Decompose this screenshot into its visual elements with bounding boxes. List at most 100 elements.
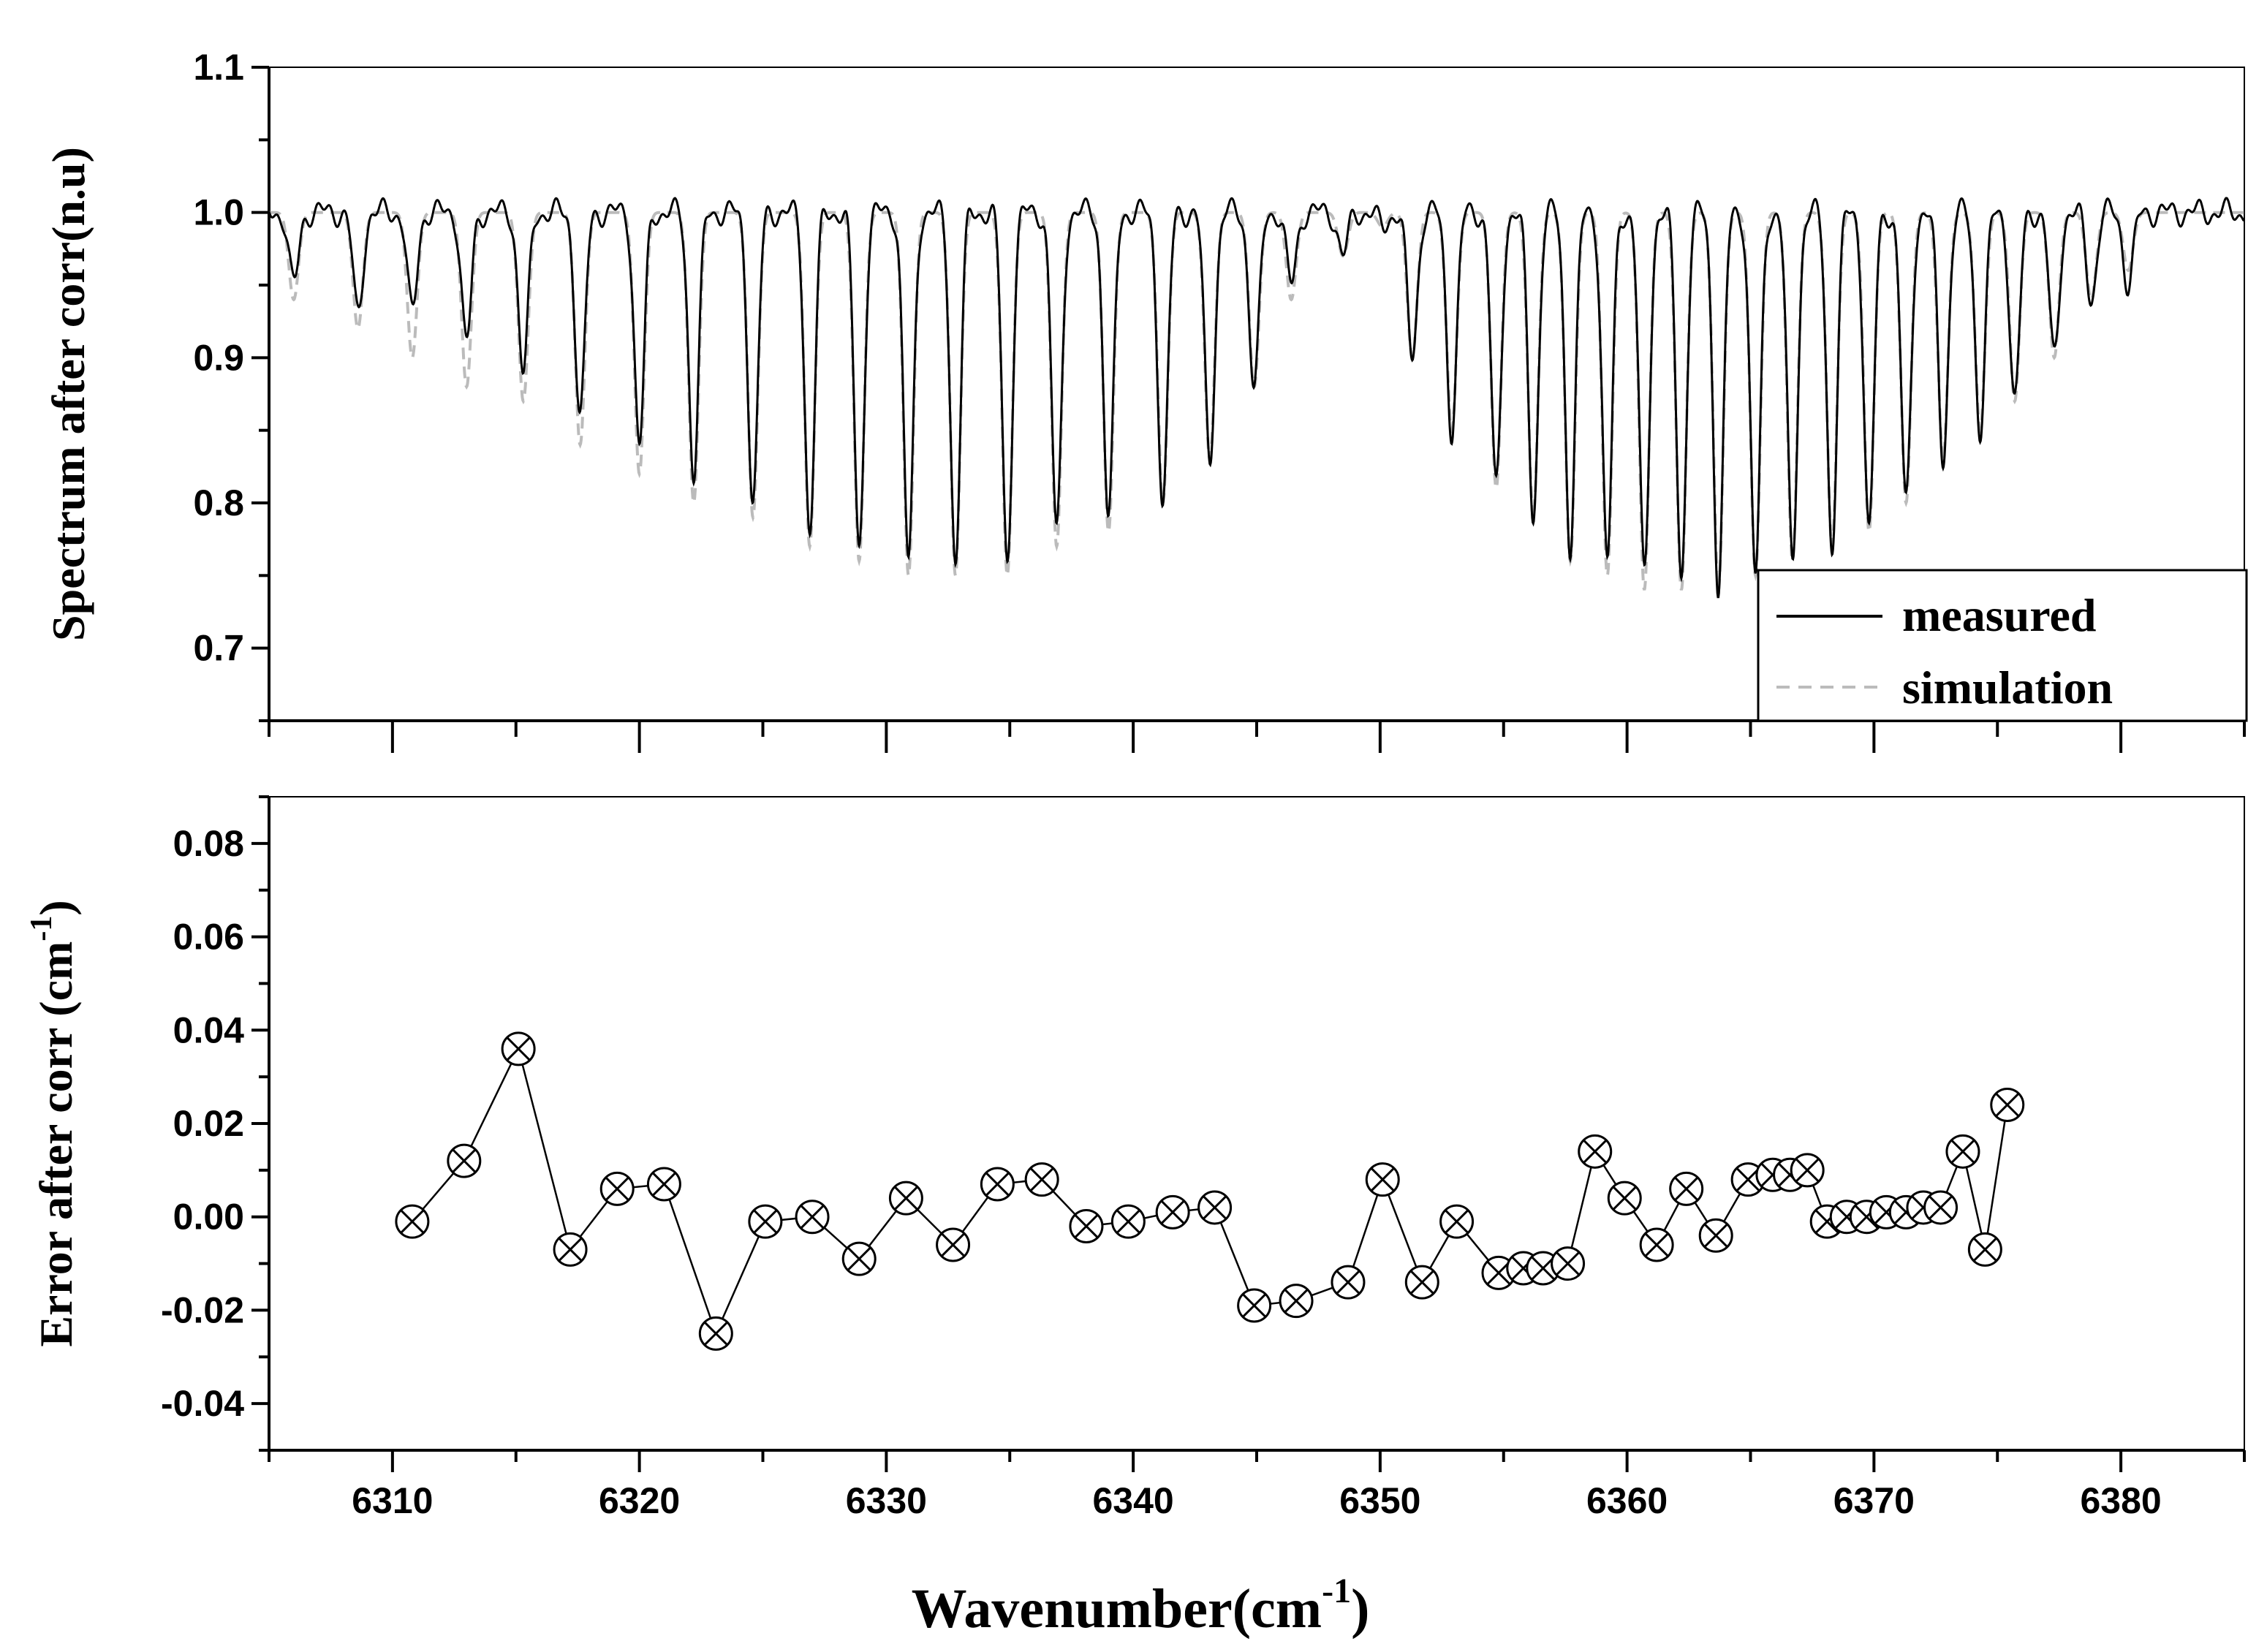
error-point-cross <box>1370 1167 1395 1192</box>
error-point-cross <box>893 1186 919 1210</box>
bottom-y-tick-label: 0.06 <box>173 917 244 958</box>
error-point <box>1197 1190 1233 1225</box>
error-point-cross <box>1703 1223 1728 1248</box>
error-point-cross <box>1444 1209 1469 1234</box>
error-point <box>1607 1181 1642 1216</box>
error-point <box>1669 1171 1704 1206</box>
error-point-cross <box>1074 1213 1099 1239</box>
bottom-x-tick-label: 6340 <box>1093 1480 1174 1521</box>
top-y-tick-label: 1.1 <box>193 47 244 88</box>
top-y-tick-label: 0.7 <box>193 628 244 669</box>
bottom-x-axis-title: Wavenumber(cm-1) <box>912 1572 1370 1640</box>
error-point-cross <box>1486 1260 1511 1285</box>
error-point <box>1404 1265 1439 1300</box>
error-point-cross <box>400 1209 425 1234</box>
error-point <box>395 1204 430 1239</box>
error-point-cross <box>1160 1200 1185 1224</box>
error-point <box>1110 1204 1146 1239</box>
error-point-cross <box>558 1237 583 1262</box>
error-point <box>1237 1288 1272 1323</box>
error-point-cross <box>800 1205 825 1229</box>
error-point-cross <box>1950 1139 1975 1164</box>
error-point-cross <box>1674 1176 1699 1202</box>
bottom-y-axis-title: Error after corr (cm-1) <box>25 900 82 1346</box>
error-point-cross <box>1555 1251 1581 1276</box>
error-point-cross <box>1202 1195 1227 1220</box>
error-series <box>395 1031 2025 1351</box>
top-y-tick-label: 0.9 <box>193 337 244 378</box>
error-point <box>1155 1194 1190 1229</box>
bottom-y-tick-label: -0.04 <box>161 1383 244 1424</box>
error-point <box>1639 1227 1674 1262</box>
error-point-cross <box>1409 1270 1434 1295</box>
bottom-y-axis-title-close: ) <box>30 900 82 915</box>
bottom-y-axis-title-main: Error after corr (cm <box>30 941 82 1347</box>
bottom-x-tick-label: 6350 <box>1339 1480 1420 1521</box>
error-point-cross <box>1795 1158 1820 1183</box>
error-point <box>553 1232 588 1267</box>
error-point-cross <box>1644 1232 1669 1257</box>
error-point-cross <box>452 1148 477 1173</box>
error-point <box>1578 1134 1613 1169</box>
error-point <box>1365 1162 1400 1197</box>
error-point <box>936 1227 971 1262</box>
bottom-panel: -0.04 -0.02 0.00 0.02 0.04 0.06 0.08 6310 6320 63… <box>25 795 2246 1640</box>
error-point <box>1967 1232 2002 1267</box>
error-point <box>698 1316 733 1351</box>
error-point <box>1069 1208 1104 1243</box>
bottom-x-tick-label: 6370 <box>1833 1480 1915 1521</box>
measured-series-line <box>269 197 2244 599</box>
error-point-cross <box>940 1232 966 1257</box>
bottom-y-axis-title-sup: -1 <box>25 916 58 941</box>
error-point <box>1331 1265 1366 1300</box>
error-point <box>1698 1218 1733 1253</box>
error-point <box>980 1167 1015 1202</box>
top-ticks: 0.7 0.8 0.9 1.0 1.1 <box>193 47 2246 753</box>
error-point-cross <box>1736 1167 1760 1192</box>
bottom-y-tick-label: 0.04 <box>173 1009 245 1050</box>
error-point-cross <box>1995 1092 2020 1118</box>
error-point-cross <box>703 1321 728 1346</box>
error-point <box>841 1241 877 1276</box>
bottom-plot-frame <box>268 796 2245 1451</box>
bottom-y-tick-label: 0.02 <box>173 1103 244 1144</box>
top-spectrum-lines <box>269 197 2244 599</box>
error-point <box>795 1200 830 1235</box>
error-point <box>1923 1190 1958 1225</box>
legend-box <box>1757 569 2248 722</box>
error-point <box>1945 1134 1980 1169</box>
bottom-x-axis-title-main: Wavenumber(cm <box>912 1578 1322 1640</box>
bottom-x-axis-title-close: ) <box>1351 1578 1369 1640</box>
error-point <box>1990 1087 2025 1122</box>
error-point <box>748 1204 783 1239</box>
error-point-cross <box>651 1172 677 1197</box>
error-point-cross <box>605 1176 629 1202</box>
error-point-cross <box>506 1037 531 1061</box>
error-point-cross <box>753 1209 778 1234</box>
legend-measured-label: measured <box>1902 589 2096 641</box>
bottom-ticks: -0.04 -0.02 0.00 0.02 0.04 0.06 0.08 6310 6320 63… <box>161 795 2246 1521</box>
bottom-x-tick-label: 6380 <box>2081 1480 2162 1521</box>
bottom-x-tick-label: 6310 <box>352 1480 433 1521</box>
top-y-axis-title: Spectrum after corr(n.u) <box>42 147 94 641</box>
error-point-cross <box>1612 1186 1637 1210</box>
bottom-y-tick-label: 0.00 <box>173 1197 244 1238</box>
error-point <box>1024 1162 1059 1197</box>
error-point-cross <box>1116 1209 1140 1234</box>
error-point-cross <box>1531 1256 1556 1281</box>
error-point-cross <box>1284 1289 1309 1314</box>
top-y-tick-label: 0.8 <box>193 482 244 523</box>
error-point <box>447 1143 482 1178</box>
error-point-cross <box>1336 1270 1360 1295</box>
top-panel: 0.7 0.8 0.9 1.0 1.1 Spectrum after corr(n.u) <box>42 47 2246 753</box>
error-point-cross <box>1242 1293 1267 1318</box>
error-point-cross <box>1972 1237 1997 1262</box>
bottom-x-tick-label: 6360 <box>1586 1480 1668 1521</box>
bottom-y-tick-label: -0.02 <box>161 1289 244 1330</box>
error-point <box>501 1031 536 1066</box>
error-point <box>888 1181 923 1216</box>
error-point-cross <box>1029 1167 1054 1192</box>
top-y-tick-label: 1.0 <box>193 192 244 233</box>
error-point <box>1790 1153 1825 1188</box>
